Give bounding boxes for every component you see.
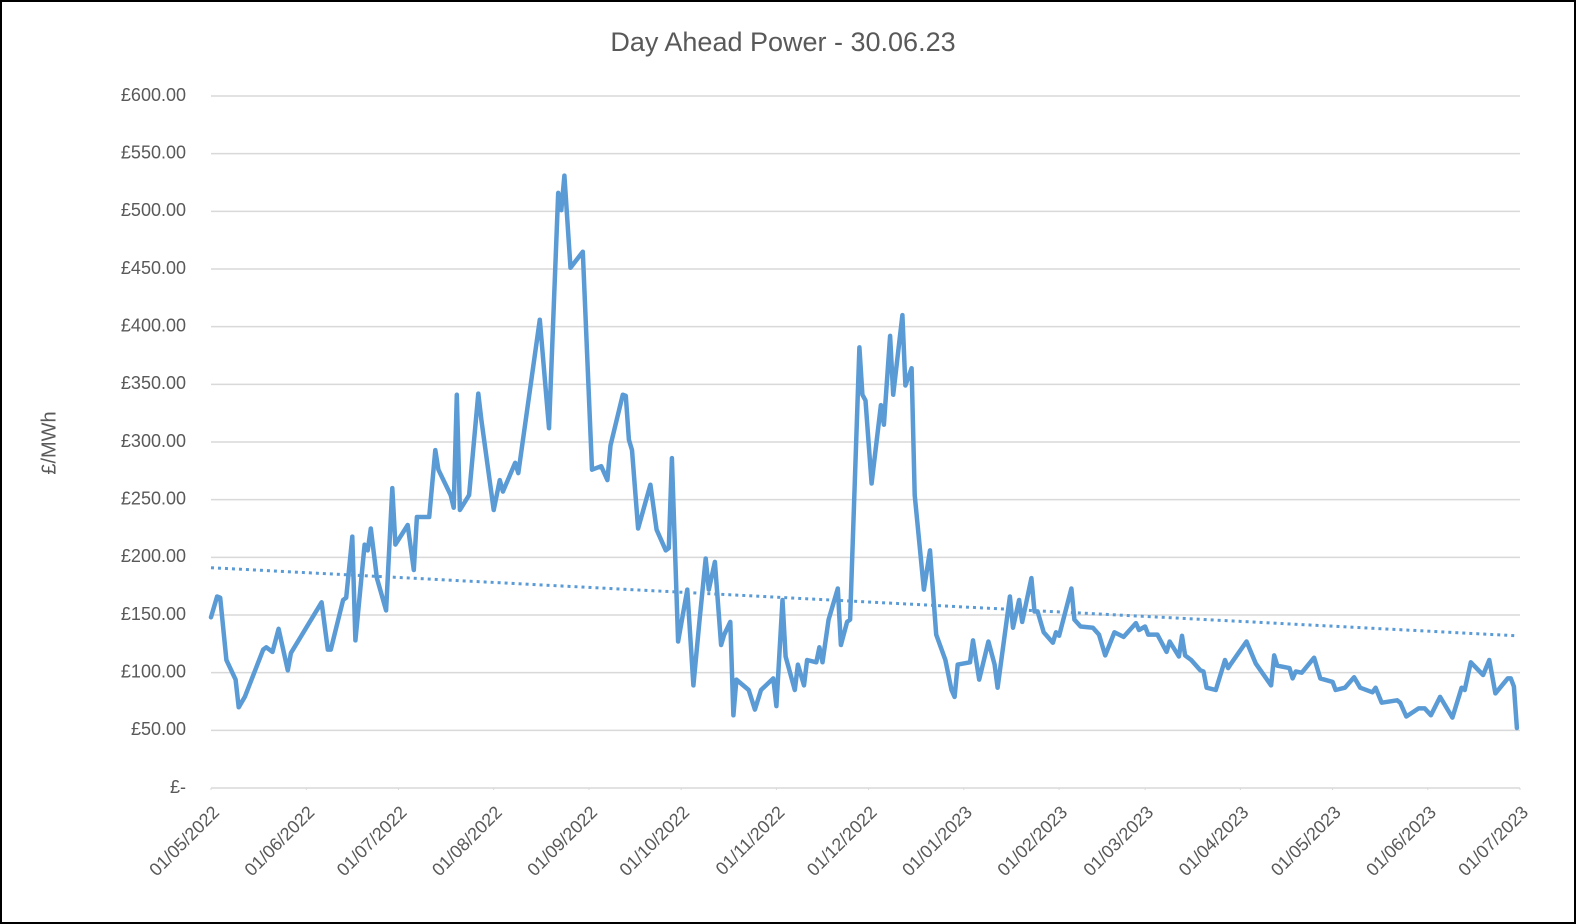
y-tick-label: £550.00	[121, 142, 186, 162]
y-tick-label: £300.00	[121, 431, 186, 451]
y-tick-label: £-	[170, 777, 186, 797]
y-tick-label: £250.00	[121, 488, 186, 508]
y-tick-label: £500.00	[121, 200, 186, 220]
y-tick-label: £150.00	[121, 604, 186, 624]
y-tick-label: £50.00	[131, 719, 186, 739]
y-tick-label: £200.00	[121, 546, 186, 566]
y-axis-label: £/MWh	[38, 411, 60, 474]
y-tick-label: £350.00	[121, 373, 186, 393]
y-tick-label: £450.00	[121, 258, 186, 278]
trendline	[210, 566, 1517, 638]
chart-title: Day Ahead Power - 30.06.23	[610, 27, 955, 57]
y-tick-label: £100.00	[121, 661, 186, 681]
y-tick-label: £600.00	[121, 85, 186, 105]
y-tick-label: £400.00	[121, 315, 186, 335]
line-series	[208, 173, 1520, 731]
